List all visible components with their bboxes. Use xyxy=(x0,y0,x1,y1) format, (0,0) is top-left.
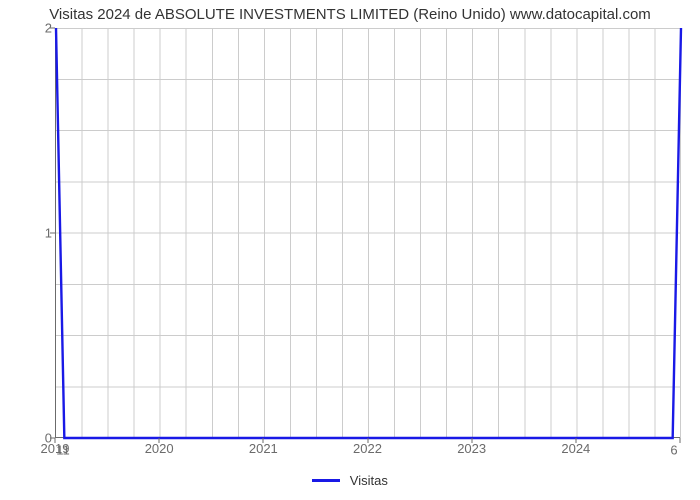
x-tick-label: 2023 xyxy=(457,441,486,456)
x-tick-label: 2022 xyxy=(353,441,382,456)
data-annotation: 6 xyxy=(670,443,677,458)
data-annotation: 11 xyxy=(56,443,70,458)
legend-label: Visitas xyxy=(350,473,388,488)
y-tick-label: 2 xyxy=(38,21,52,36)
chart-title: Visitas 2024 de ABSOLUTE INVESTMENTS LIM… xyxy=(0,6,700,23)
x-tick-label: 2020 xyxy=(145,441,174,456)
y-tick-label: 1 xyxy=(38,226,52,241)
visits-chart: Visitas 2024 de ABSOLUTE INVESTMENTS LIM… xyxy=(0,0,700,500)
series-line xyxy=(56,28,681,438)
legend-swatch xyxy=(312,479,340,482)
x-tick-label: 2024 xyxy=(561,441,590,456)
x-tick-label: 2021 xyxy=(249,441,278,456)
legend: Visitas xyxy=(0,472,700,488)
y-tick-label: 0 xyxy=(38,431,52,446)
plot-area xyxy=(55,28,680,438)
